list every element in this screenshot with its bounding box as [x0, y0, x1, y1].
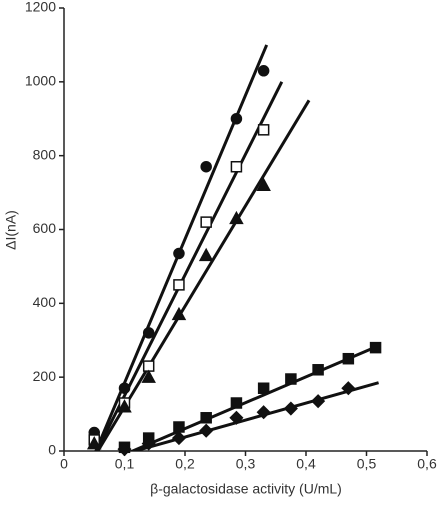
marker: [285, 373, 297, 385]
fit-line: [128, 344, 380, 451]
marker: [200, 412, 212, 424]
marker: [142, 360, 155, 372]
y-tick-label: 0: [48, 442, 56, 458]
marker: [230, 160, 243, 173]
marker: [200, 160, 212, 173]
marker: [198, 247, 214, 262]
marker: [369, 341, 382, 354]
marker: [141, 436, 156, 451]
x-tick-label: 0,4: [296, 456, 316, 472]
y-tick-label: 1200: [25, 0, 56, 15]
marker: [171, 306, 187, 321]
marker: [257, 382, 270, 394]
marker: [229, 210, 244, 225]
marker: [173, 247, 185, 260]
marker: [171, 431, 187, 446]
marker: [230, 113, 243, 125]
marker: [142, 327, 155, 339]
y-axis-label: ΔI(nA): [3, 210, 19, 250]
marker: [311, 394, 326, 409]
marker: [257, 65, 270, 77]
marker: [199, 423, 214, 438]
marker: [173, 421, 185, 433]
y-tick-label: 1000: [25, 73, 56, 89]
marker: [200, 216, 212, 228]
x-tick-label: 0,3: [236, 456, 256, 472]
y-tick-label: 200: [33, 368, 57, 384]
marker: [173, 279, 185, 291]
y-tick-label: 400: [33, 294, 57, 310]
marker: [86, 436, 102, 450]
marker: [141, 369, 156, 383]
marker: [117, 399, 132, 413]
marker: [118, 382, 131, 394]
marker: [256, 177, 271, 191]
marker: [312, 364, 324, 376]
x-tick-label: 0,1: [115, 456, 135, 472]
x-tick-label: 0,6: [417, 456, 437, 472]
marker: [257, 124, 270, 136]
x-axis-label: β-galactosidase activity (U/mL): [150, 481, 342, 497]
x-tick-label: 0,2: [175, 456, 195, 472]
y-tick-label: 800: [33, 146, 57, 162]
marker: [230, 397, 243, 409]
marker: [283, 401, 298, 416]
marker: [256, 405, 271, 420]
marker: [117, 442, 132, 457]
x-tick-label: 0: [60, 456, 68, 472]
fit-line: [129, 381, 380, 451]
marker: [342, 352, 355, 365]
marker: [229, 410, 244, 425]
y-tick-label: 600: [33, 220, 57, 236]
x-tick-label: 0,5: [357, 456, 377, 472]
marker: [341, 381, 356, 396]
